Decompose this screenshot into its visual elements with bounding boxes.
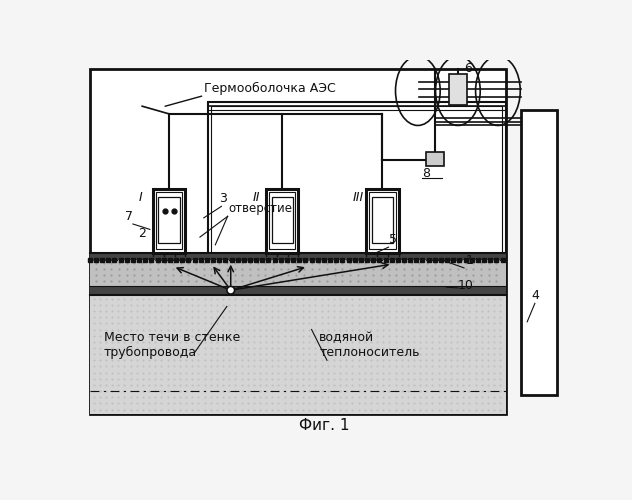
Text: III: III [353, 191, 363, 204]
Bar [269, 192, 295, 250]
Bar [369, 192, 396, 250]
Bar [90, 252, 506, 260]
Text: Фиг. 1: Фиг. 1 [299, 418, 349, 432]
Text: отверстие: отверстие [228, 202, 293, 215]
Bar [449, 74, 467, 104]
Bar [153, 190, 185, 252]
Text: 8: 8 [422, 167, 430, 180]
Bar [208, 102, 506, 403]
Text: II: II [252, 191, 260, 204]
Bar [266, 190, 298, 252]
Bar [372, 197, 393, 244]
Text: 10: 10 [458, 280, 474, 292]
Bar [212, 106, 502, 399]
Bar [425, 152, 444, 166]
Text: 1: 1 [466, 254, 473, 267]
Text: водяной
теплоноситель: водяной теплоноситель [319, 332, 420, 359]
Bar [367, 190, 399, 252]
Circle shape [227, 286, 234, 294]
Text: Гермооболочка АЭС: Гермооболочка АЭС [204, 82, 336, 96]
Text: 5: 5 [389, 234, 397, 246]
Text: 7: 7 [125, 210, 133, 223]
Bar [156, 192, 182, 250]
Bar [159, 197, 180, 244]
Text: 3: 3 [219, 192, 227, 205]
Text: 6: 6 [464, 62, 472, 76]
Text: Место течи в стенке
трубопровода: Место течи в стенке трубопровода [104, 332, 240, 359]
Text: I: I [139, 191, 143, 204]
Text: 2: 2 [138, 227, 146, 240]
Bar [521, 110, 557, 395]
Bar [272, 197, 293, 244]
Bar [90, 295, 506, 414]
Text: 4: 4 [532, 288, 540, 302]
Bar [90, 69, 506, 414]
Bar [90, 252, 506, 295]
Bar [90, 286, 506, 295]
